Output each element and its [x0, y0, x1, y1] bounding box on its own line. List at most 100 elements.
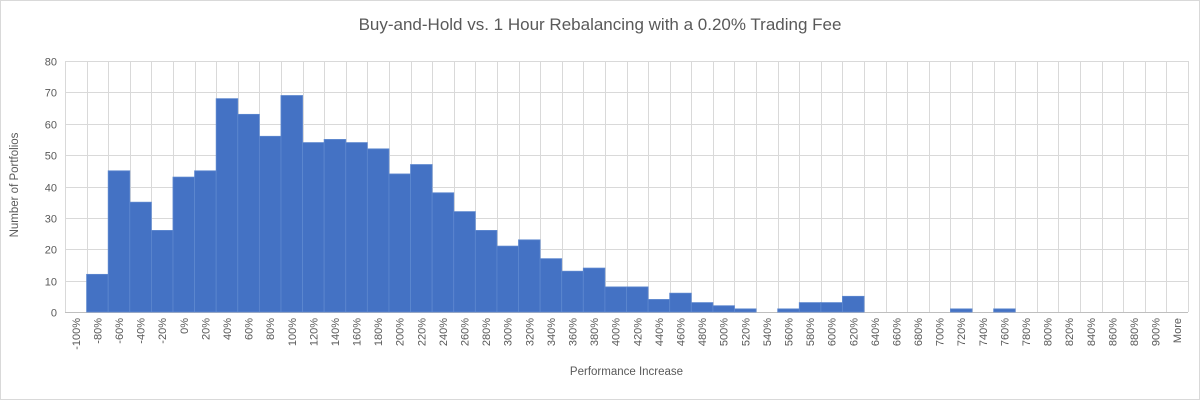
histogram-bar: [453, 211, 476, 313]
x-tick-label: 760%: [999, 318, 1011, 346]
x-axis-title: Performance Increase: [569, 366, 684, 378]
y-tick-label: 0: [51, 308, 57, 320]
x-tick-label: 360%: [568, 318, 580, 346]
histogram-bar: [496, 245, 519, 313]
histogram-bar: [669, 292, 692, 313]
histogram-bar: [474, 230, 498, 313]
x-tick-label: -40%: [136, 318, 148, 344]
x-tick-label: -80%: [92, 318, 104, 344]
x-tick-label: 440%: [654, 318, 666, 346]
x-tick-label: 20%: [200, 318, 212, 340]
x-tick-label: 880%: [1129, 318, 1141, 346]
histogram-bar: [107, 170, 131, 313]
x-tick-label: 80%: [265, 318, 277, 340]
histogram-bar: [690, 302, 714, 313]
x-tick-label: 460%: [675, 318, 687, 346]
histogram-bar: [215, 98, 239, 313]
histogram-bar: [150, 230, 174, 313]
histogram-bar: [172, 176, 195, 313]
histogram-bar: [777, 308, 800, 313]
y-tick-label: 10: [45, 277, 57, 289]
histogram-bar: [410, 164, 433, 313]
x-tick-label: 220%: [416, 318, 428, 346]
x-tick-label: 560%: [783, 318, 795, 346]
x-tick-label: 420%: [632, 318, 644, 346]
histogram-bar: [194, 170, 217, 313]
x-tick-label: 200%: [395, 318, 407, 346]
x-tick-label: 0%: [179, 318, 191, 334]
x-tick-label: 400%: [611, 318, 623, 346]
y-tick-label: 50: [45, 151, 57, 163]
histogram-bar: [798, 302, 822, 313]
x-tick-label: 240%: [438, 318, 450, 346]
x-tick-label: 820%: [1064, 318, 1076, 346]
x-tick-label: 700%: [935, 318, 947, 346]
x-tick-label: 780%: [1021, 318, 1033, 346]
histogram-bar: [366, 148, 390, 313]
x-tick-label: 860%: [1107, 318, 1119, 346]
x-tick-label: -20%: [157, 318, 169, 344]
x-tick-label: 680%: [913, 318, 925, 346]
histogram-bar: [280, 95, 303, 313]
x-tick-label: 600%: [827, 318, 839, 346]
y-tick-label: 40: [45, 183, 57, 195]
histogram-bar: [258, 135, 282, 313]
histogram-bar: [582, 267, 606, 313]
histogram-bar: [237, 113, 260, 313]
chart-title: Buy-and-Hold vs. 1 Hour Rebalancing with…: [358, 15, 842, 34]
histogram-bar: [626, 286, 649, 313]
x-tick-label: -100%: [71, 318, 83, 350]
histogram-bar: [129, 201, 152, 313]
histogram-bar: [539, 258, 563, 313]
x-tick-label: 180%: [373, 318, 385, 346]
x-tick-label: 300%: [503, 318, 515, 346]
histogram-bar: [734, 308, 757, 313]
x-tick-label: 280%: [481, 318, 493, 346]
x-tick-label: 160%: [352, 318, 364, 346]
histogram-bar: [345, 142, 368, 313]
histogram-bar: [950, 308, 973, 313]
x-tick-label: 840%: [1086, 318, 1098, 346]
histogram-bar: [431, 192, 455, 313]
x-tick-label: 140%: [330, 318, 342, 346]
histogram-bar: [518, 239, 541, 313]
y-tick-label: 70: [45, 88, 57, 100]
x-tick-label: 800%: [1043, 318, 1055, 346]
y-tick-label: 80: [45, 57, 57, 69]
x-tick-label: 520%: [740, 318, 752, 346]
x-tick-label: 640%: [870, 318, 882, 346]
histogram-bar: [647, 299, 671, 313]
y-tick-label: 30: [45, 214, 57, 226]
x-tick-label: 260%: [460, 318, 472, 346]
x-tick-label: 740%: [978, 318, 990, 346]
histogram-bar: [842, 295, 865, 313]
x-tick-label: 340%: [546, 318, 558, 346]
y-tick-label: 60: [45, 120, 57, 132]
x-tick-label: More: [1172, 318, 1184, 343]
x-tick-label: 540%: [762, 318, 774, 346]
x-tick-label: 40%: [222, 318, 234, 340]
histogram-bar: [388, 173, 411, 313]
x-tick-label: 500%: [719, 318, 731, 346]
x-tick-label: 320%: [524, 318, 536, 346]
histogram-bar: [302, 142, 325, 313]
histogram-bar: [86, 273, 109, 313]
histogram-bar: [604, 286, 627, 313]
histogram-bar: [323, 139, 347, 313]
x-tick-label: -60%: [114, 318, 126, 344]
x-tick-label: 580%: [805, 318, 817, 346]
histogram-bar: [993, 308, 1016, 313]
x-tick-label: 900%: [1151, 318, 1163, 346]
histogram-bar: [712, 305, 735, 313]
x-tick-label: 380%: [589, 318, 601, 346]
histogram-bar: [820, 302, 843, 313]
histogram-bar: [561, 270, 584, 313]
y-tick-label: 20: [45, 245, 57, 257]
x-tick-label: 480%: [697, 318, 709, 346]
x-tick-label: 60%: [244, 318, 256, 340]
x-tick-label: 720%: [956, 318, 968, 346]
x-tick-label: 620%: [848, 318, 860, 346]
x-tick-label: 120%: [308, 318, 320, 346]
